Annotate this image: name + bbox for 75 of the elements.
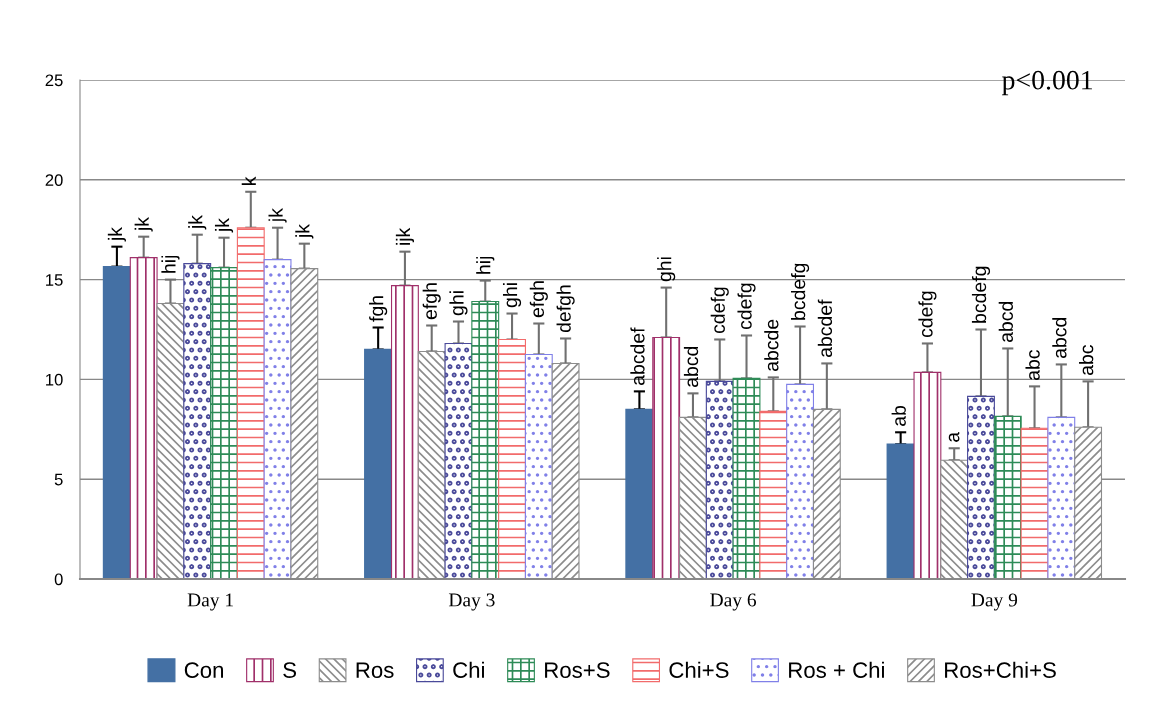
bar: [183, 263, 212, 579]
bar: [498, 338, 526, 579]
annotation: abcdef: [630, 327, 645, 385]
y-tick-label: 5: [54, 473, 63, 486]
annotation: jk: [134, 217, 153, 232]
annotation: hij: [476, 256, 495, 274]
annotation: jk: [214, 218, 234, 233]
legend-label: Ros+Chi+S: [945, 661, 1056, 678]
annotation: ghi: [657, 257, 676, 282]
annotation: ab: [891, 405, 906, 426]
annotation: abcde: [764, 319, 779, 372]
annotation: k: [241, 176, 256, 185]
bar: [263, 259, 292, 579]
annotation: jk: [107, 227, 126, 242]
legend-label: Ros+S: [545, 662, 610, 678]
annotation: abcdef: [817, 299, 833, 358]
y-tick-label: 20: [45, 174, 63, 186]
annotation: abc: [1079, 345, 1094, 376]
bar: [732, 377, 761, 579]
annotation: ijk: [395, 227, 414, 245]
bar: [993, 415, 1022, 579]
legend-label: Con: [184, 662, 224, 678]
bar: [236, 227, 265, 579]
annotation: p<0.001: [1002, 70, 1092, 96]
annotation: cdefg: [918, 291, 937, 338]
annotation: jk: [295, 224, 314, 239]
y-tick-label: 25: [45, 74, 63, 87]
bar: [1047, 416, 1076, 579]
bar: [913, 371, 942, 579]
bar: [102, 265, 131, 579]
annotation: a: [948, 431, 960, 442]
bar: [886, 443, 915, 579]
annotation: abcd: [998, 301, 1013, 343]
bar: [759, 410, 788, 579]
bar: [1020, 427, 1049, 579]
bar: [210, 267, 238, 579]
bar: [444, 342, 473, 579]
y-tick-label: 10: [46, 373, 63, 386]
bar: [390, 285, 419, 579]
annotation: efgh: [529, 281, 548, 318]
annotation: hij: [161, 255, 180, 273]
bar: [705, 380, 734, 579]
annotation: fgh: [369, 296, 388, 322]
bar: [625, 408, 654, 579]
bar: [652, 336, 681, 579]
annotation: cdefg: [710, 287, 729, 334]
annotation: efgh: [422, 283, 441, 320]
y-tick-label: 15: [46, 274, 63, 286]
annotation: defgh: [556, 285, 575, 333]
legend-label: Chi: [453, 661, 484, 678]
legend-label: Ros: [356, 662, 394, 678]
x-tick-label: Day 9: [971, 593, 1018, 611]
annotation: bcdefg: [971, 266, 991, 323]
y-tick-label: 0: [54, 573, 63, 586]
x-tick-label: Day 6: [710, 593, 757, 611]
x-tick-label: Day 1: [187, 593, 233, 611]
bar: [524, 353, 553, 579]
x-tick-label: Day 3: [448, 593, 495, 611]
annotation: bcdefg: [791, 263, 810, 320]
annotation: jk: [188, 215, 207, 230]
annotation: abc: [1025, 349, 1040, 380]
bar: [967, 395, 995, 579]
annotation: jk: [268, 208, 287, 223]
annotation: abcd: [1052, 317, 1067, 359]
annotation: cdefg: [737, 283, 756, 330]
bar: [786, 383, 815, 579]
bar: [364, 348, 393, 579]
legend-label: Ros + Chi: [789, 661, 884, 678]
bar: [129, 257, 158, 579]
annotation: abcd: [683, 346, 699, 387]
legend-label: S: [283, 662, 297, 678]
bar: [471, 301, 500, 579]
legend-label: Chi+S: [669, 661, 729, 678]
annotation: ghi: [502, 283, 522, 308]
annotation: ghi: [449, 291, 468, 316]
